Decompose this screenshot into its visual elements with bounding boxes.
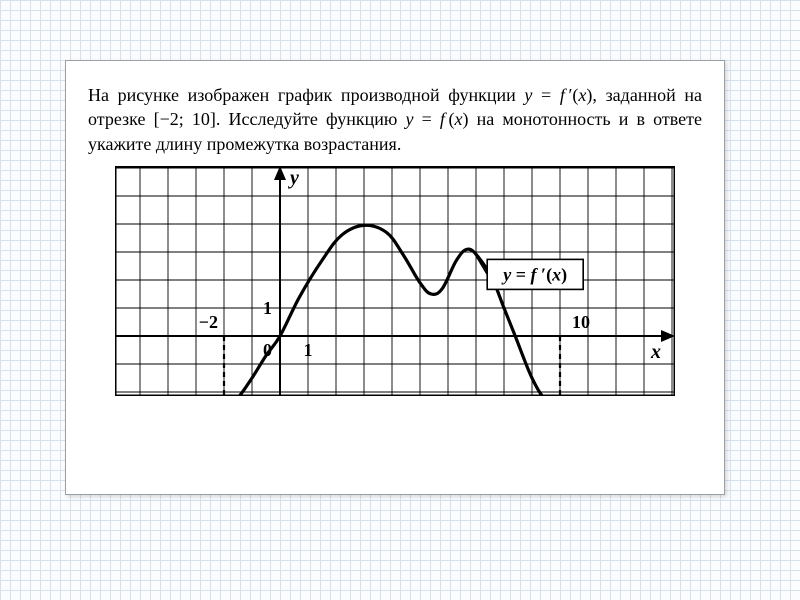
chart-container: −210110xyy = f ′(x) (88, 166, 702, 396)
svg-text:x: x (650, 341, 661, 363)
problem-line-4: промежутка возрастания. (207, 134, 402, 154)
svg-text:10: 10 (572, 312, 590, 332)
svg-text:y = f ′(x): y = f ′(x) (501, 264, 567, 285)
svg-text:y: y (288, 167, 299, 189)
svg-text:−2: −2 (199, 312, 218, 332)
derivative-chart: −210110xyy = f ′(x) (115, 166, 675, 396)
svg-text:1: 1 (304, 340, 313, 360)
graph-paper-bg: На рисунке изображен график производной … (0, 0, 800, 600)
problem-card: На рисунке изображен график производной … (65, 60, 725, 495)
problem-line-1: На рисунке изображен график производной … (88, 85, 516, 105)
problem-text: На рисунке изображен график производной … (88, 83, 702, 156)
svg-text:1: 1 (263, 298, 272, 318)
